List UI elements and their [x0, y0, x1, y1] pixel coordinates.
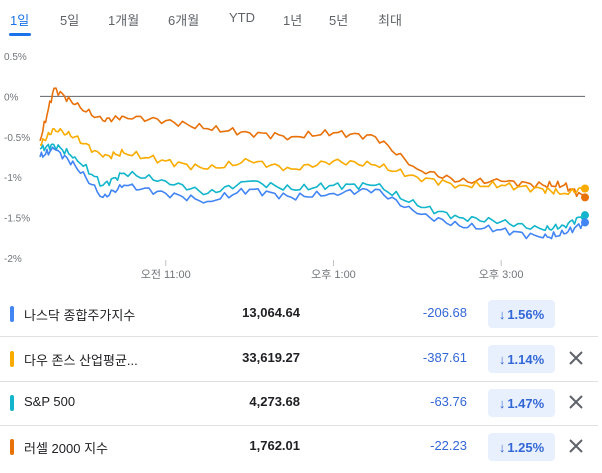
- index-change: -387.61: [422, 350, 467, 365]
- series-end-point: [581, 193, 589, 202]
- index-row-russell[interactable]: 러셀 2000 지수 1,762.01 -22.23 ↓ 1.25%: [0, 425, 602, 469]
- index-name: 다우 존스 산업평균...: [24, 353, 138, 368]
- row-divider: [0, 425, 598, 426]
- tab-1d[interactable]: 1일: [10, 13, 30, 28]
- percent-change-value: 1.47%: [507, 395, 545, 411]
- close-icon[interactable]: [566, 348, 586, 368]
- tab-5y[interactable]: 5년: [329, 13, 349, 28]
- y-tick-label: -0.5%: [4, 133, 30, 144]
- index-change: -206.68: [422, 305, 467, 320]
- series-color-swatch: [10, 439, 14, 455]
- percent-change-badge: ↓ 1.56%: [488, 300, 555, 328]
- x-tick-label: 오후 3:00: [479, 268, 524, 281]
- row-divider: [0, 336, 598, 337]
- tab-1m[interactable]: 1개월: [108, 13, 140, 28]
- series-color-swatch: [10, 351, 14, 367]
- series-line: [39, 143, 586, 232]
- series-color-swatch: [10, 395, 14, 411]
- index-name: S&P 500: [24, 394, 76, 409]
- index-name: 나스닥 종합주가지수: [24, 308, 136, 323]
- y-tick-label: 0%: [4, 92, 19, 103]
- tab-ytd[interactable]: YTD: [229, 10, 255, 25]
- y-tick-label: -1%: [4, 173, 22, 184]
- series-color-swatch: [10, 306, 14, 322]
- y-tick-label: -2%: [4, 254, 22, 265]
- arrow-down-icon: ↓: [498, 351, 506, 367]
- arrow-down-icon: ↓: [498, 306, 506, 322]
- series-line: [39, 146, 585, 240]
- series-end-point: [581, 211, 589, 220]
- percent-change-value: 1.56%: [507, 306, 545, 322]
- index-change: -22.23: [430, 438, 467, 453]
- index-name: 러셀 2000 지수: [24, 441, 108, 456]
- index-value: 13,064.64: [242, 305, 300, 320]
- index-row-nasdaq[interactable]: 나스닥 종합주가지수 13,064.64 -206.68 ↓ 1.56%: [0, 292, 602, 336]
- index-value: 1,762.01: [249, 438, 300, 453]
- close-icon[interactable]: [566, 436, 586, 456]
- y-tick-label: 0.5%: [4, 52, 27, 63]
- tab-5d[interactable]: 5일: [60, 13, 80, 28]
- percent-change-badge: ↓ 1.47%: [488, 389, 555, 417]
- arrow-down-icon: ↓: [498, 395, 506, 411]
- index-comparison-chart[interactable]: 0.5% 0% -0.5% -1% -1.5% -2% 오전 11:00 오후 1:00 오후 …: [0, 40, 602, 290]
- time-range-tabs: 1일 5일 1개월 6개월 YTD 1년 5년 최대: [0, 0, 602, 40]
- index-value: 33,619.27: [242, 350, 300, 365]
- tab-6m[interactable]: 6개월: [168, 13, 200, 28]
- y-tick-label: -1.5%: [4, 214, 30, 225]
- index-change: -63.76: [430, 394, 467, 409]
- percent-change-value: 1.14%: [507, 351, 545, 367]
- x-tick-label: 오전 11:00: [141, 268, 191, 281]
- percent-change-badge: ↓ 1.25%: [488, 433, 555, 461]
- index-row-sp500[interactable]: S&P 500 4,273.68 -63.76 ↓ 1.47%: [0, 381, 602, 425]
- index-row-dow[interactable]: 다우 존스 산업평균... 33,619.27 -387.61 ↓ 1.14%: [0, 337, 602, 381]
- index-value: 4,273.68: [249, 394, 300, 409]
- x-tick-label: 오후 1:00: [311, 268, 356, 281]
- percent-change-value: 1.25%: [507, 439, 545, 455]
- arrow-down-icon: ↓: [498, 439, 506, 455]
- series-end-point: [581, 218, 589, 227]
- series-line: [39, 87, 586, 198]
- series-end-point: [581, 184, 589, 193]
- tab-1y[interactable]: 1년: [283, 13, 303, 28]
- percent-change-badge: ↓ 1.14%: [488, 345, 555, 373]
- row-divider: [0, 381, 598, 382]
- series-line: [40, 127, 586, 196]
- close-icon[interactable]: [566, 392, 586, 412]
- tab-max[interactable]: 최대: [378, 13, 402, 28]
- active-tab-indicator: [9, 33, 31, 36]
